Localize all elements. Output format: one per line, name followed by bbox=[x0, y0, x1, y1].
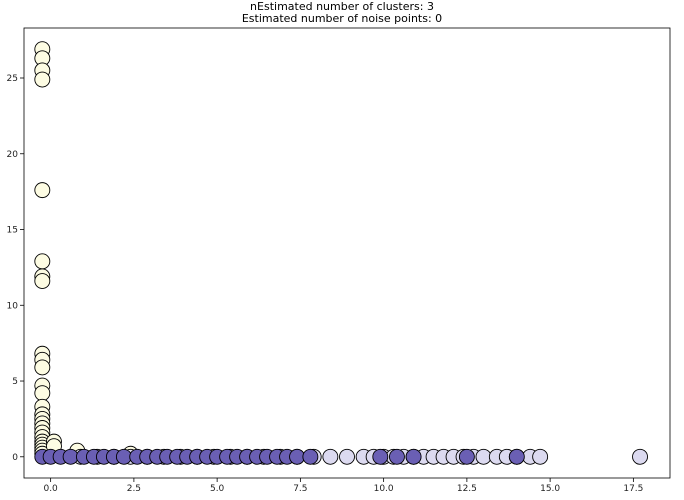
scatter-point bbox=[405, 448, 422, 465]
scatter-point bbox=[34, 359, 51, 376]
scatter-point bbox=[322, 448, 339, 465]
y-tick-label: 0 bbox=[12, 453, 18, 463]
scatter-point bbox=[372, 448, 389, 465]
x-tick-label: 0.0 bbox=[43, 484, 58, 494]
scatter-point bbox=[34, 273, 51, 289]
scatter-point bbox=[115, 448, 132, 465]
y-tick-label: 5 bbox=[12, 377, 18, 387]
scatter-point bbox=[34, 385, 51, 402]
x-tick-label: 2.5 bbox=[127, 484, 141, 494]
y-tick-label: 20 bbox=[7, 150, 19, 160]
x-tick-label: 12.5 bbox=[457, 484, 477, 494]
scatter-point bbox=[632, 448, 648, 465]
scatter-point bbox=[339, 448, 355, 465]
scatter-point bbox=[34, 71, 51, 88]
y-tick-label: 10 bbox=[7, 301, 19, 311]
scatter-point bbox=[475, 448, 492, 465]
scatter-point bbox=[289, 448, 306, 465]
scatter-point bbox=[34, 182, 51, 199]
scatter-point bbox=[532, 448, 549, 465]
x-tick-label: 17.5 bbox=[623, 484, 643, 494]
points-layer bbox=[34, 41, 648, 465]
chart-title: nEstimated number of clusters: 3 bbox=[250, 0, 434, 13]
scatter-point bbox=[388, 448, 405, 465]
plot-frame bbox=[23, 27, 671, 479]
chart-subtitle: Estimated number of noise points: 0 bbox=[241, 12, 443, 25]
y-tick-label: 15 bbox=[7, 226, 18, 236]
scatter-point bbox=[302, 448, 319, 465]
y-tick-label: 25 bbox=[7, 74, 18, 84]
chart-title-block: nEstimated number of clusters: 3 Estimat… bbox=[0, 0, 684, 25]
scatter-point bbox=[458, 448, 475, 465]
x-tick-label: 10.0 bbox=[374, 484, 394, 494]
scatter-point bbox=[62, 448, 79, 465]
x-tick-label: 7.5 bbox=[293, 484, 307, 494]
x-tick-label: 5.0 bbox=[210, 484, 225, 494]
scatter-point bbox=[34, 253, 51, 270]
x-tick-label: 15.0 bbox=[540, 484, 560, 494]
scatter-point bbox=[508, 448, 525, 465]
x-axis: 0.0 2.5 5.0 7.5 10.0 12.5 15.0 17.5 bbox=[43, 478, 643, 494]
y-axis: 0 5 10 15 20 25 bbox=[7, 74, 24, 463]
